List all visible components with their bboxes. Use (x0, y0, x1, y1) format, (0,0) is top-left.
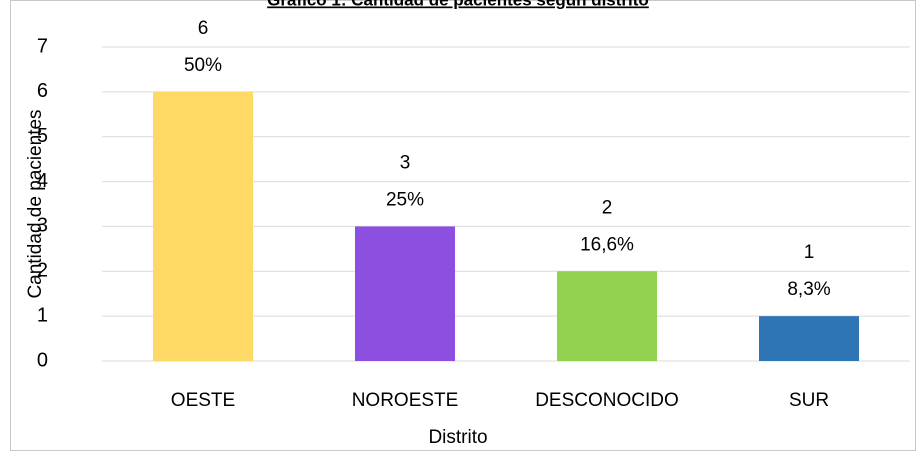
y-tick-label: 2 (37, 260, 48, 282)
x-tick-label: SUR (789, 390, 829, 411)
y-tick-label: 1 (37, 304, 48, 326)
chart-title: Gráfico 1: Cantidad de pacientes según d… (267, 0, 649, 9)
y-tick-label: 5 (37, 125, 48, 147)
percentage-label: 50% (184, 55, 222, 76)
percentage-label: 16,6% (580, 234, 634, 255)
bar (355, 226, 455, 361)
bar (153, 91, 253, 361)
y-tick-label: 6 (37, 80, 48, 102)
y-axis-label: Cantidad de pacientes (25, 109, 46, 298)
x-tick-label: DESCONOCIDO (535, 390, 679, 411)
data-label: 3 (400, 152, 411, 173)
y-tick-label: 4 (37, 170, 48, 192)
x-tick-label: OESTE (171, 390, 235, 411)
y-tick-label: 7 (37, 35, 48, 57)
bar (557, 271, 657, 361)
bar (759, 316, 859, 361)
chart-frame (10, 0, 916, 451)
y-tick-label: 0 (37, 349, 48, 371)
data-label: 6 (198, 18, 209, 39)
y-tick-label: 3 (37, 215, 48, 237)
data-label: 2 (602, 197, 613, 218)
percentage-label: 25% (386, 189, 424, 210)
data-label: 1 (804, 242, 815, 263)
percentage-label: 8,3% (787, 279, 830, 300)
x-axis-label: Distrito (428, 427, 487, 448)
x-tick-label: NOROESTE (352, 390, 459, 411)
